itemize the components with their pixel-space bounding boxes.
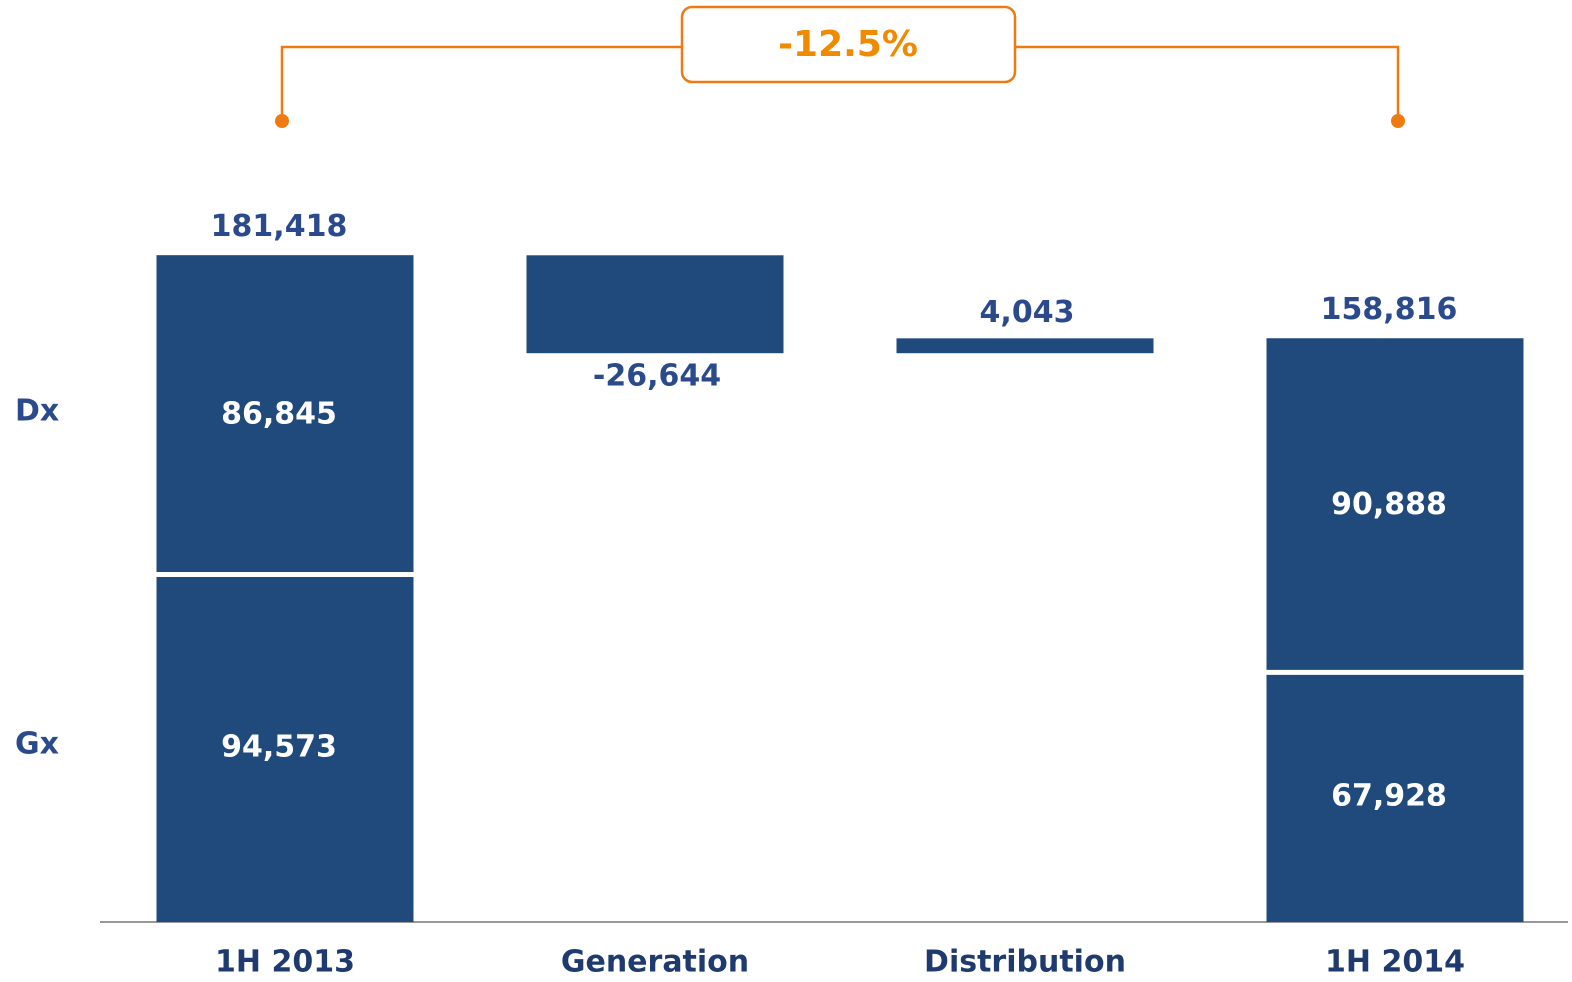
segment-label: 67,928 xyxy=(1331,779,1447,814)
total-label: 181,418 xyxy=(211,209,348,244)
bracket-dot xyxy=(275,114,289,128)
segment-label: 90,888 xyxy=(1331,487,1447,522)
annotation-box xyxy=(680,5,1017,84)
series-label: Gx xyxy=(15,727,59,762)
segment-label: 86,845 xyxy=(221,396,337,431)
segment xyxy=(1266,672,1524,922)
change-bar xyxy=(526,255,784,354)
segment xyxy=(156,574,414,922)
bracket-dot xyxy=(1391,114,1405,128)
annotation: -12.5% xyxy=(778,24,918,65)
x-tick-label: Distribution xyxy=(924,945,1126,980)
series-label: Dx xyxy=(15,393,59,428)
change-label: 4,043 xyxy=(980,295,1075,330)
change-label: -26,644 xyxy=(593,359,721,394)
segment xyxy=(156,255,414,575)
x-tick-label: 1H 2014 xyxy=(1325,945,1465,980)
bracket xyxy=(280,45,1400,121)
x-tick-label: Generation xyxy=(561,945,749,980)
total-label: 158,816 xyxy=(1321,292,1458,327)
segment-label: 94,573 xyxy=(221,730,337,765)
change-bar xyxy=(896,338,1154,354)
x-tick-label: 1H 2013 xyxy=(215,945,355,980)
segment xyxy=(1266,338,1524,673)
